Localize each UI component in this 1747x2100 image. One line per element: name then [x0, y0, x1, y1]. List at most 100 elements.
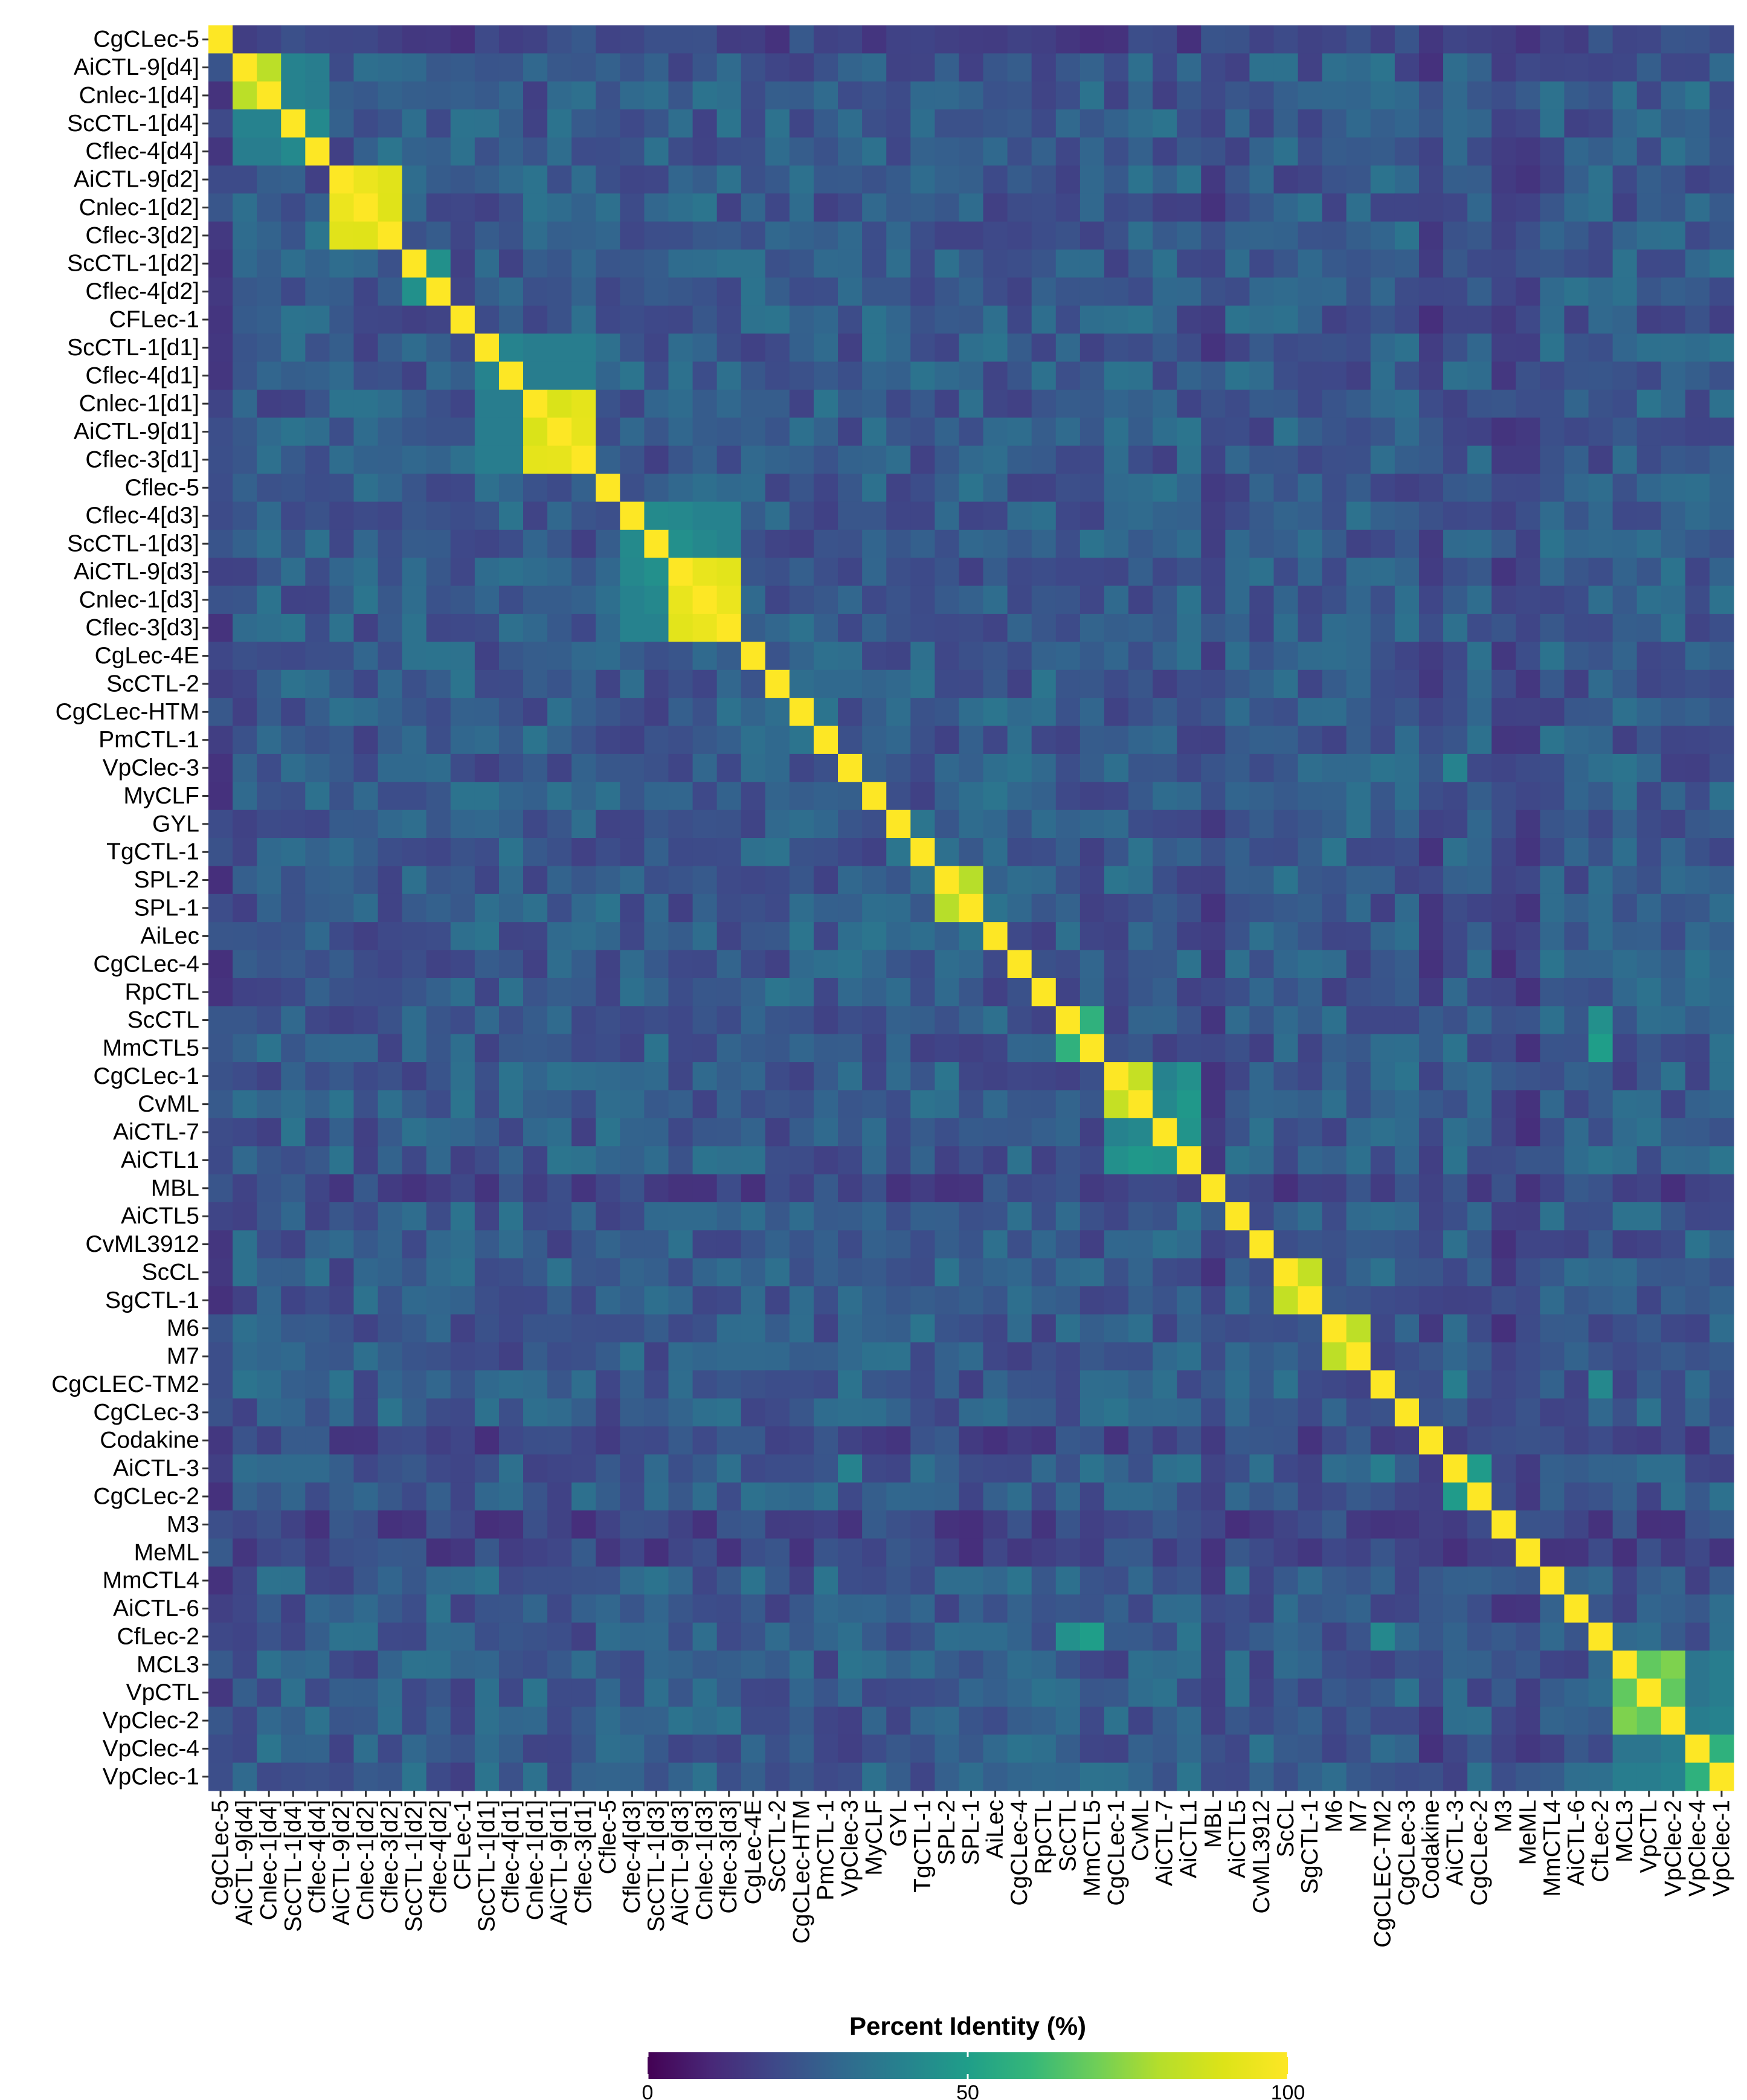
heatmap-cell — [1104, 361, 1129, 390]
heatmap-cell — [983, 726, 1008, 755]
heatmap-cell — [1564, 922, 1589, 951]
heatmap-cell — [1153, 1286, 1177, 1315]
heatmap-cell — [450, 1314, 475, 1343]
heatmap-cell — [838, 1174, 863, 1203]
heatmap-cell — [813, 669, 838, 698]
x-tick-label: VpClec-1 — [1709, 1800, 1735, 1896]
heatmap-cell — [450, 950, 475, 979]
heatmap-cell — [838, 669, 863, 698]
heatmap-cell — [1177, 193, 1202, 222]
heatmap-cell — [910, 1426, 935, 1455]
y-tick-label: MmCTL4 — [103, 1568, 199, 1594]
heatmap-cell — [1516, 1482, 1540, 1511]
heatmap-cell — [547, 361, 572, 390]
heatmap-cell — [596, 1706, 620, 1735]
heatmap-cell — [668, 1146, 693, 1175]
heatmap-cell — [523, 866, 548, 895]
heatmap-cell — [1612, 1398, 1638, 1427]
heatmap-cell — [1612, 1230, 1638, 1259]
heatmap-cell — [644, 137, 669, 166]
heatmap-cell — [983, 501, 1008, 530]
heatmap-cell — [1418, 305, 1444, 334]
heatmap-cell — [741, 726, 766, 755]
heatmap-cell — [959, 978, 984, 1007]
heatmap-cell — [1612, 25, 1638, 54]
heatmap-cell — [1394, 1678, 1420, 1707]
heatmap-cell — [910, 782, 935, 811]
heatmap-cell — [378, 165, 403, 194]
heatmap-cell — [450, 1034, 475, 1063]
heatmap-cell — [1636, 1510, 1662, 1539]
heatmap-cell — [1685, 1230, 1710, 1259]
heatmap-cell — [1007, 642, 1032, 671]
heatmap-cell — [1225, 277, 1250, 306]
heatmap-cell — [474, 558, 500, 587]
heatmap-cell — [571, 501, 596, 530]
heatmap-cell — [1249, 978, 1275, 1007]
heatmap-cell — [1225, 1202, 1250, 1231]
heatmap-cell — [474, 782, 500, 811]
heatmap-cell — [1298, 1314, 1323, 1343]
heatmap-cell — [1612, 978, 1638, 1007]
heatmap-cell — [329, 1174, 355, 1203]
heatmap-cell — [1201, 558, 1226, 587]
heatmap-cell — [1564, 558, 1589, 587]
heatmap-cell — [547, 1062, 572, 1091]
heatmap-cell — [1370, 585, 1395, 614]
heatmap-cell — [644, 614, 669, 642]
heatmap-cell — [1540, 1118, 1565, 1147]
heatmap-cell — [1612, 361, 1638, 390]
heatmap-cell — [402, 109, 427, 138]
heatmap-cell — [789, 642, 814, 671]
heatmap-cell — [862, 221, 887, 250]
heatmap-cell — [1685, 1762, 1710, 1791]
heatmap-cell — [1418, 1706, 1444, 1735]
heatmap-cell — [498, 642, 524, 671]
heatmap-cell — [1298, 53, 1323, 82]
heatmap-cell — [1055, 81, 1081, 110]
heatmap-cell — [1249, 137, 1275, 166]
heatmap-cell — [741, 1566, 766, 1595]
heatmap-cell — [983, 445, 1008, 474]
heatmap-cell — [1177, 1118, 1202, 1147]
heatmap-cell — [1418, 81, 1444, 110]
heatmap-cell — [886, 1426, 911, 1455]
heatmap-cell — [1128, 698, 1153, 727]
heatmap-cell — [1079, 950, 1105, 979]
heatmap-cell — [1322, 1090, 1347, 1119]
heatmap-cell — [1153, 698, 1177, 727]
heatmap-cell — [1322, 529, 1347, 558]
heatmap-cell — [765, 1651, 790, 1680]
heatmap-cell — [1298, 558, 1323, 587]
heatmap-cell — [1588, 501, 1613, 530]
heatmap-cell — [1128, 1398, 1153, 1427]
heatmap-cell — [1709, 333, 1734, 362]
heatmap-cell — [959, 1706, 984, 1735]
heatmap-cell — [910, 1482, 935, 1511]
heatmap-cell — [1540, 838, 1565, 867]
heatmap-cell — [233, 109, 257, 138]
heatmap-cell — [329, 389, 355, 418]
x-tick-label: Cflec-4[d4] — [304, 1800, 330, 1914]
heatmap-cell — [208, 1342, 233, 1371]
heatmap-cell — [450, 894, 475, 923]
heatmap-cell — [1491, 1594, 1516, 1623]
heatmap-cell — [1128, 333, 1153, 362]
heatmap-cell — [765, 165, 790, 194]
heatmap-cell — [1709, 389, 1734, 418]
heatmap-cell — [378, 1370, 403, 1399]
heatmap-cell — [1177, 1174, 1202, 1203]
heatmap-cell — [1443, 585, 1468, 614]
heatmap-cell — [1394, 585, 1420, 614]
heatmap-cell — [910, 137, 935, 166]
heatmap-cell — [1128, 529, 1153, 558]
heatmap-cell — [1079, 1370, 1105, 1399]
heatmap-cell — [1322, 810, 1347, 839]
heatmap-cell — [1443, 1398, 1468, 1427]
heatmap-cell — [1153, 1594, 1177, 1623]
heatmap-cell — [1491, 1370, 1516, 1399]
heatmap-cell — [741, 81, 766, 110]
heatmap-cell — [1564, 1202, 1589, 1231]
heatmap-cell — [571, 1454, 596, 1483]
heatmap-cell — [547, 810, 572, 839]
